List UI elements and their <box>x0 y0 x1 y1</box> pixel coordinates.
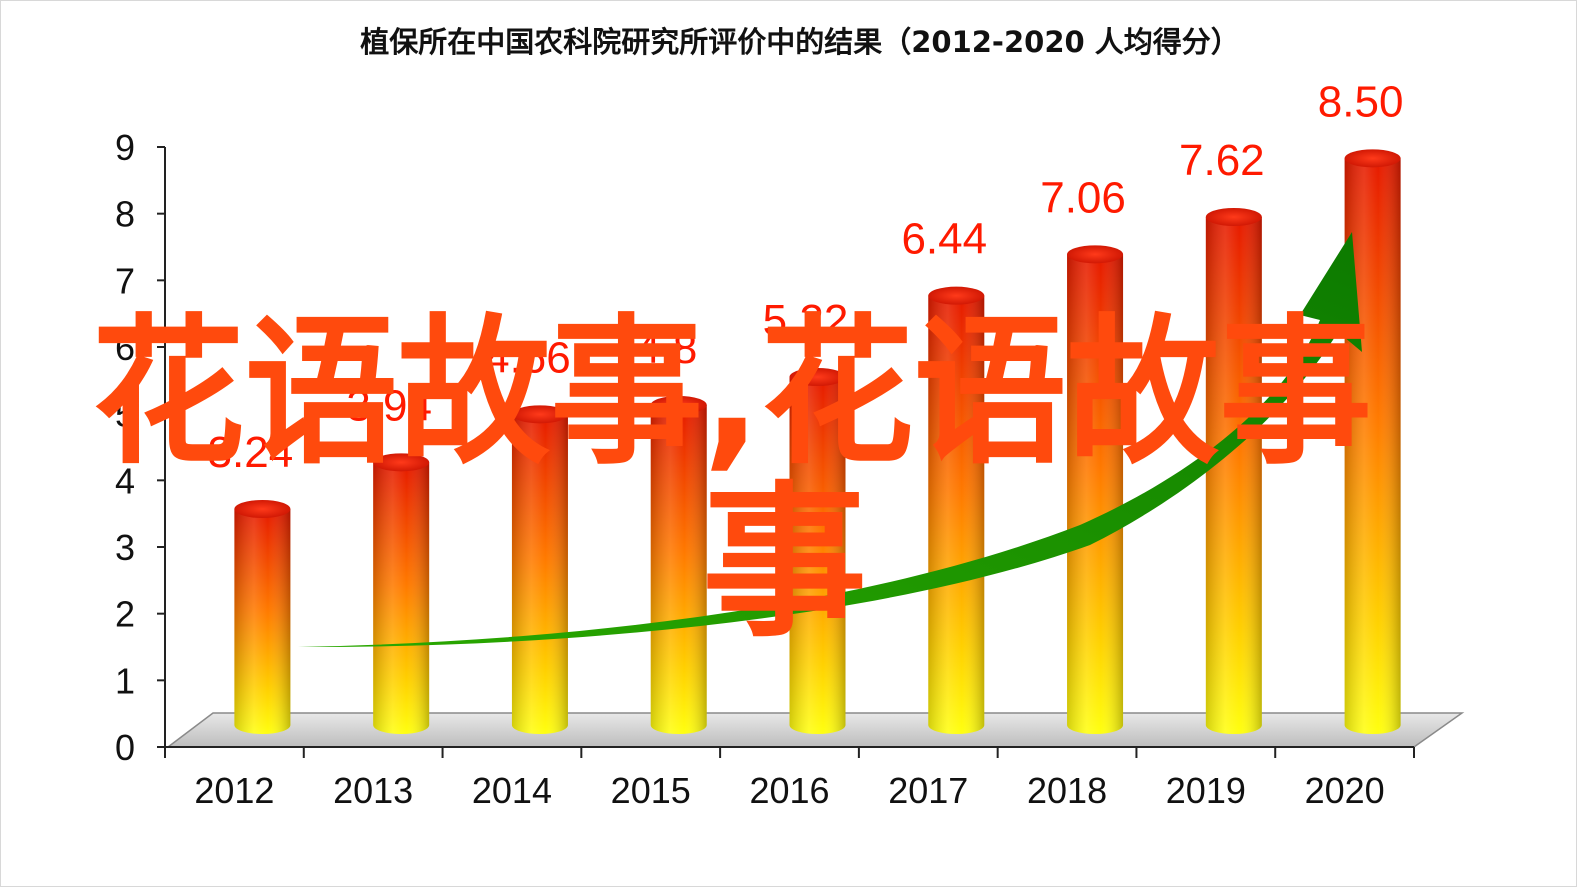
x-tick-label: 2018 <box>1027 770 1107 811</box>
data-label: 7.62 <box>1179 136 1265 185</box>
bar-shading <box>789 377 846 734</box>
x-tick-label: 2012 <box>194 770 274 811</box>
data-label: 8.50 <box>1318 77 1404 126</box>
bar-cap <box>1205 208 1262 226</box>
chart-title: 植保所在中国农科院研究所评价中的结果（2012-2020 人均得分） <box>360 25 1240 59</box>
x-tick-label: 2015 <box>611 770 691 811</box>
data-labels: 3.24 3.94 4.66 4.8 5.22 6.44 7.06 7.62 8.50 <box>208 77 1404 477</box>
x-tick-label: 2019 <box>1166 770 1246 811</box>
bar <box>1067 245 1124 735</box>
bar-cap <box>511 405 568 424</box>
y-tick-label: 7 <box>115 260 135 301</box>
bar-cap <box>789 368 846 386</box>
x-tick-label: 2014 <box>472 770 552 811</box>
x-axis: 2012 2013 2014 2015 2016 2017 2018 2019 2020 <box>164 747 1415 811</box>
bar-cap <box>1067 245 1124 264</box>
bar-cap <box>373 453 430 472</box>
y-axis: 0 1 2 3 4 5 6 7 8 9 <box>115 127 165 768</box>
data-label: 5.22 <box>763 296 849 345</box>
bar <box>1205 208 1262 734</box>
bar-shading <box>1344 158 1401 735</box>
bar-shading <box>1067 254 1124 735</box>
watermark-line-1: 花语故事,花语故事 <box>92 299 1372 486</box>
y-tick-label: 9 <box>115 127 135 168</box>
bar-series <box>234 149 1401 735</box>
y-tick-label: 1 <box>115 660 135 701</box>
bar <box>511 405 568 734</box>
bar-cap <box>234 500 291 518</box>
bar-shading <box>650 405 707 734</box>
x-tick-label: 2020 <box>1305 770 1385 811</box>
y-tick-label: 8 <box>115 194 135 235</box>
bar-shading <box>1205 217 1262 734</box>
bar <box>789 368 846 734</box>
data-label: 6.44 <box>901 215 987 264</box>
y-tick-label: 0 <box>115 727 135 768</box>
bar <box>234 500 291 734</box>
bar-shading <box>928 295 985 734</box>
bar-cap <box>928 286 985 305</box>
data-label: 3.94 <box>346 381 432 430</box>
y-tick-label: 3 <box>115 527 135 568</box>
data-label: 7.06 <box>1040 173 1126 222</box>
data-label: 4.8 <box>636 324 697 373</box>
bar-cap <box>1344 149 1401 168</box>
x-tick-label: 2013 <box>333 770 413 811</box>
x-tick-label: 2016 <box>749 770 829 811</box>
bar <box>373 453 430 734</box>
y-tick-label: 4 <box>115 460 135 501</box>
y-tick-label: 6 <box>115 327 135 368</box>
bar-shading <box>234 509 291 734</box>
data-label: 3.24 <box>208 428 294 477</box>
watermark-line-2: 事 <box>702 467 867 659</box>
x-tick-label: 2017 <box>888 770 968 811</box>
bar <box>650 396 707 734</box>
y-tick-label: 2 <box>115 594 135 635</box>
bar <box>1344 149 1401 735</box>
bar-shading <box>373 462 430 734</box>
bar-shading <box>511 414 568 734</box>
y-tick-label: 5 <box>115 394 135 435</box>
data-label: 4.66 <box>485 333 571 382</box>
bar-cap <box>650 396 707 414</box>
bar <box>928 286 985 734</box>
